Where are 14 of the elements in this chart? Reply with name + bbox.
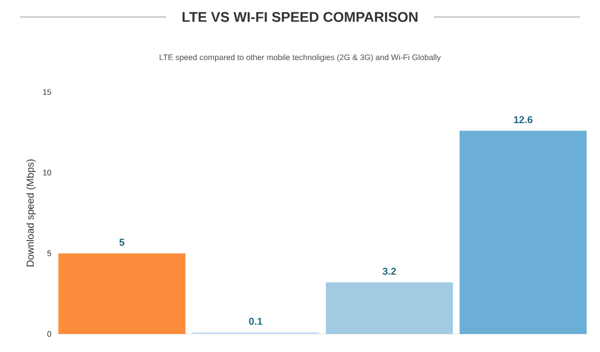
bar bbox=[58, 253, 186, 334]
y-axis-title: Download speed (Mbps) bbox=[26, 159, 36, 266]
data-label: 0.1 bbox=[249, 318, 262, 325]
y-tick-label: 15 bbox=[43, 89, 52, 95]
bar bbox=[326, 282, 453, 334]
chart-title: LTE VS WI-FI SPEED COMPARISON bbox=[182, 12, 418, 22]
y-tick-label: 5 bbox=[47, 250, 52, 256]
data-label: 5 bbox=[119, 238, 124, 246]
data-label: 12.6 bbox=[514, 116, 532, 124]
chart-subtitle: LTE speed compared to other mobile technoligies (2G & 3G) and Wi-Fi Globally bbox=[160, 54, 441, 62]
y-tick-label: 0 bbox=[47, 331, 52, 337]
data-label: 3.2 bbox=[382, 268, 396, 275]
bar bbox=[460, 130, 587, 334]
y-tick-label: 10 bbox=[43, 170, 52, 176]
